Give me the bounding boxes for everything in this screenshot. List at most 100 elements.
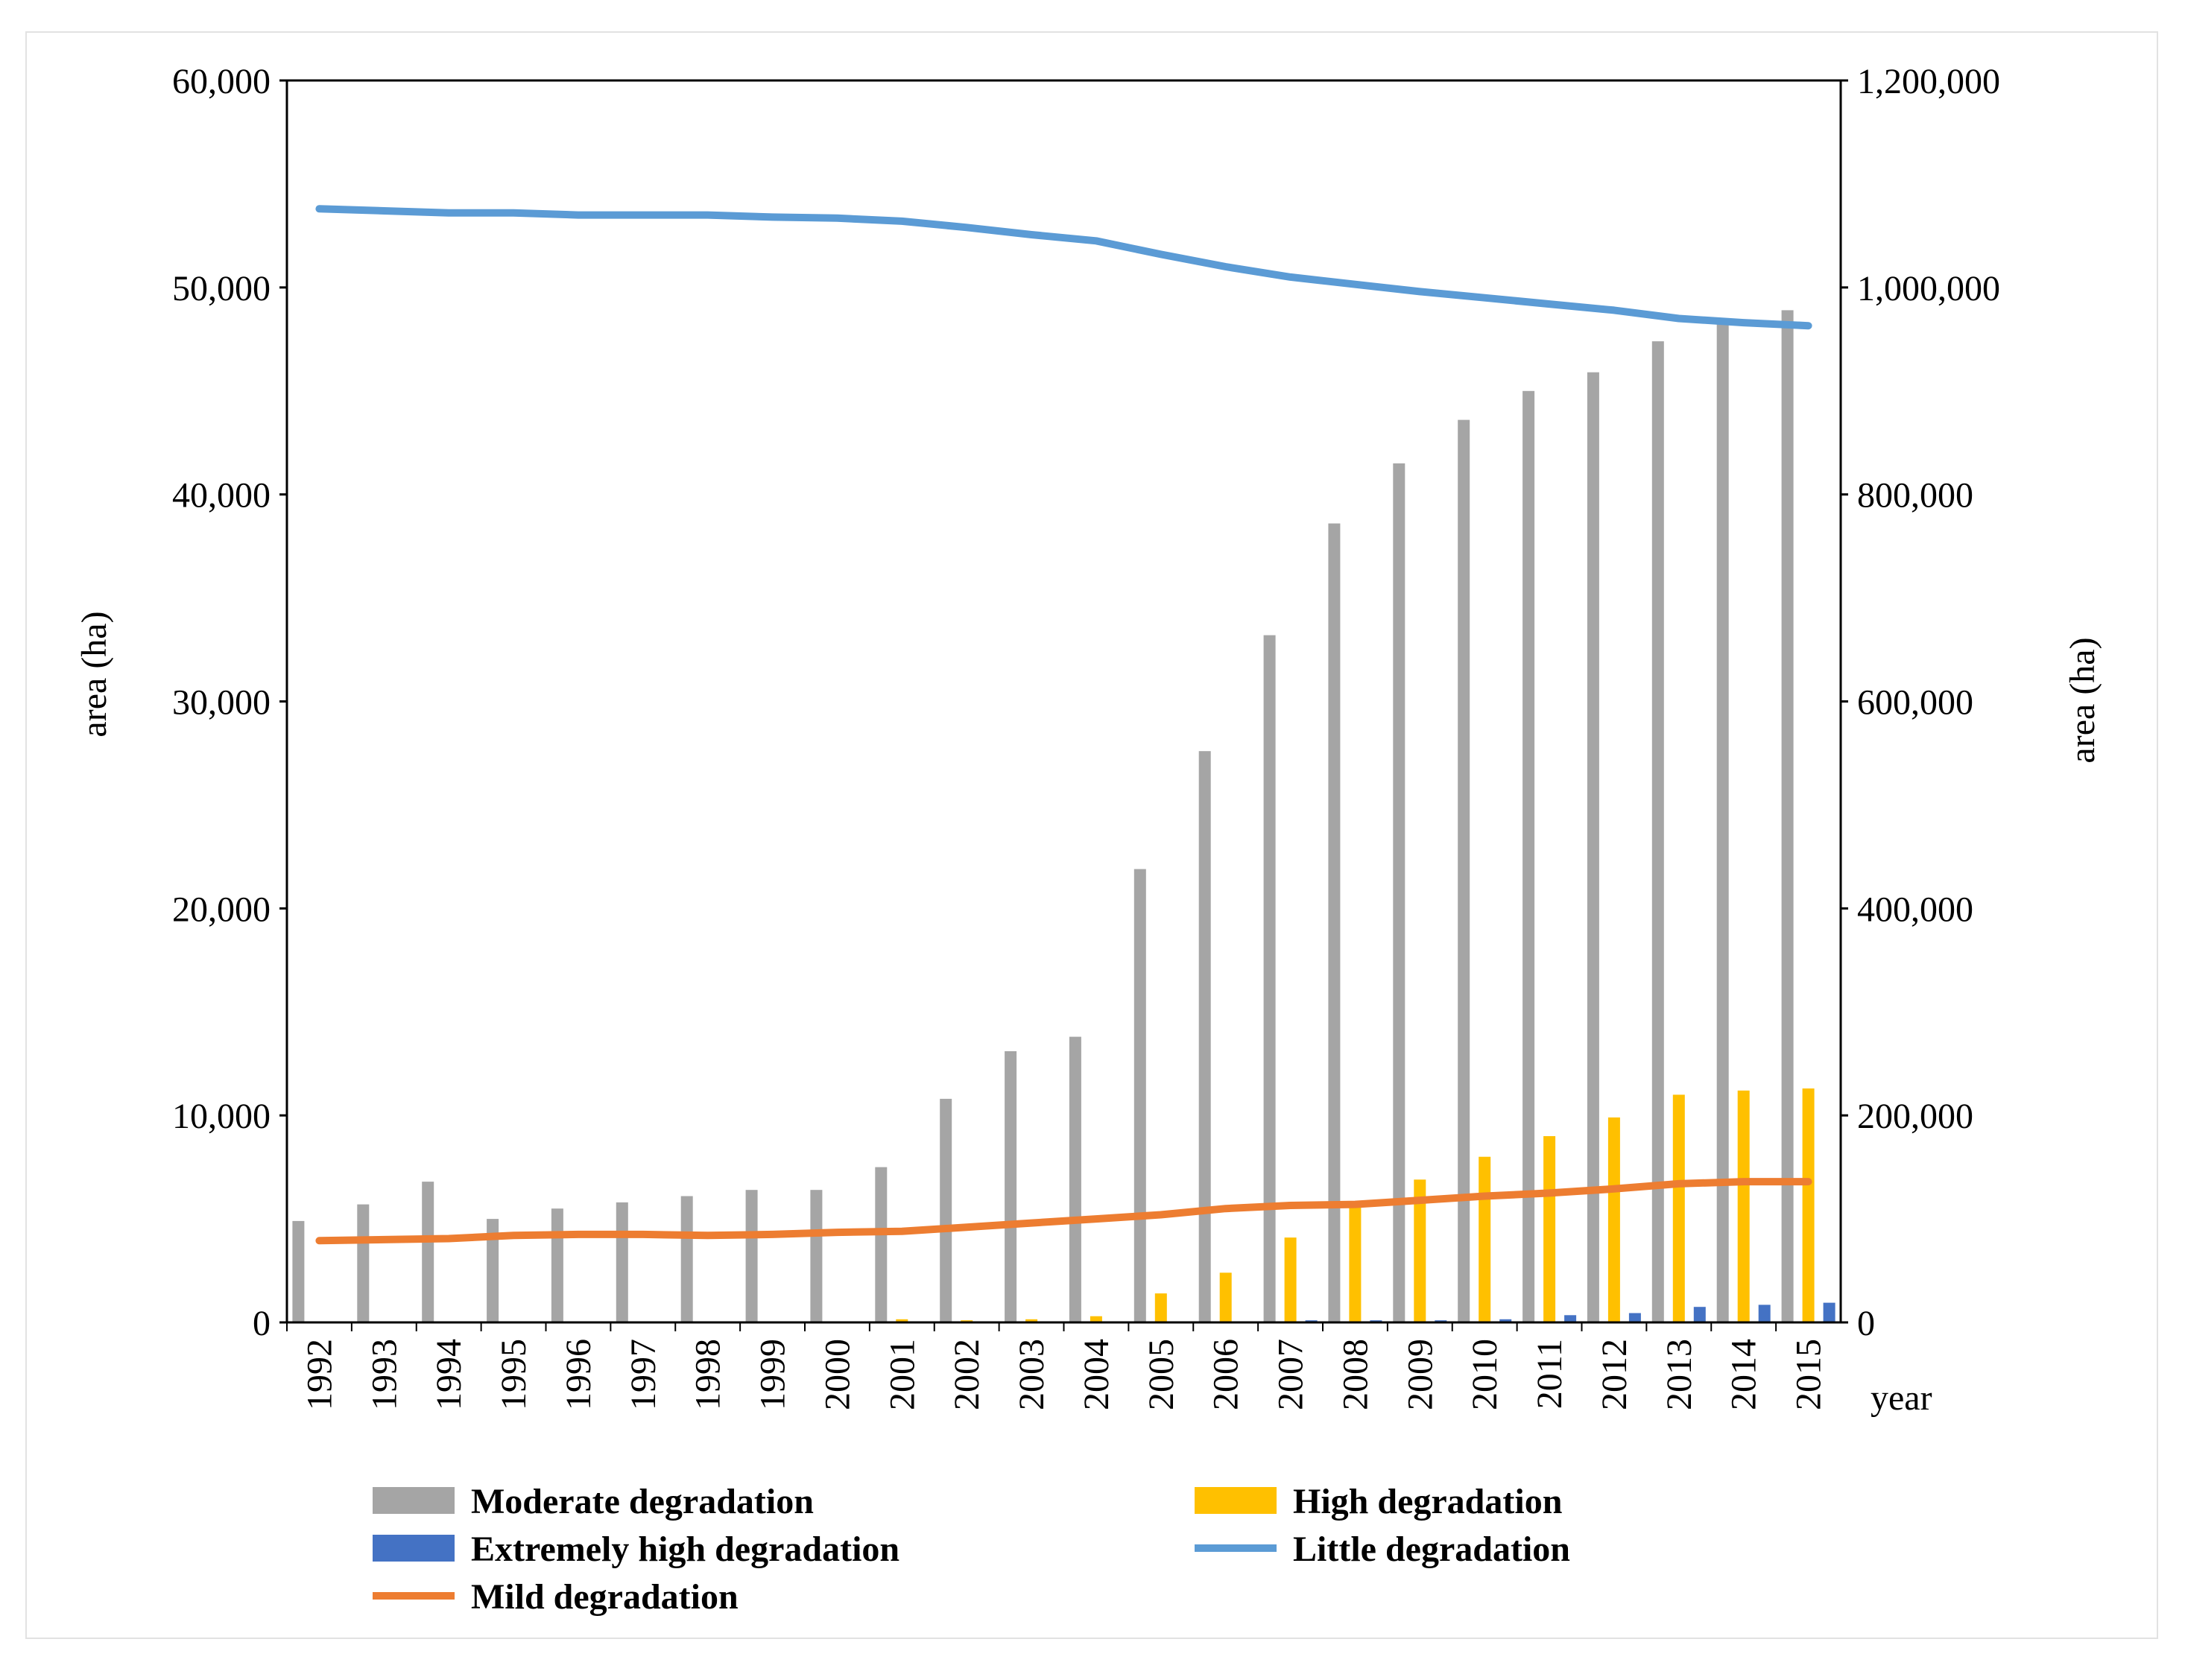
x-tick-label: 2005 (1142, 1339, 1181, 1410)
bar-high-degradation-2006 (1219, 1272, 1232, 1322)
y-tick-label-left: 20,000 (172, 890, 271, 929)
x-tick-label: 2001 (882, 1339, 922, 1410)
bar-moderate-degradation-1995 (487, 1219, 499, 1322)
x-tick-label: 2007 (1271, 1339, 1311, 1410)
legend-label-moderate: Moderate degradation (471, 1482, 814, 1521)
x-tick-label: 1998 (689, 1339, 728, 1410)
x-tick-label: 2015 (1789, 1339, 1829, 1410)
bar-moderate-degradation-2012 (1587, 372, 1599, 1323)
bar-moderate-degradation-2001 (875, 1167, 888, 1322)
y-tick-label-left: 10,000 (172, 1097, 271, 1136)
bar-extremely-high-degradation-2010 (1499, 1319, 1512, 1322)
y-tick-label-right: 1,000,000 (1857, 269, 2000, 308)
x-tick-label: 1996 (559, 1339, 598, 1410)
bar-moderate-degradation-2015 (1781, 310, 1794, 1322)
y-tick-label-right: 600,000 (1857, 683, 1973, 723)
x-tick-label: 2006 (1207, 1339, 1246, 1410)
bar-moderate-degradation-2011 (1522, 390, 1535, 1323)
bar-moderate-degradation-1996 (551, 1208, 563, 1322)
chart-frame (25, 31, 2158, 1639)
legend: Moderate degradation High degradation Ex… (373, 1482, 1570, 1617)
bar-high-degradation-2008 (1349, 1202, 1362, 1322)
line-layer (315, 205, 1812, 1245)
legend-label-mild: Mild degradation (471, 1577, 739, 1617)
bar-moderate-degradation-2014 (1716, 323, 1729, 1323)
bar-high-degradation-2003 (1025, 1319, 1038, 1322)
y-tick-label-right: 0 (1857, 1304, 1875, 1343)
x-tick-label: 2010 (1465, 1339, 1505, 1410)
x-tick-label: 2004 (1077, 1339, 1116, 1410)
bar-high-degradation-2004 (1090, 1316, 1102, 1322)
bar-extremely-high-degradation-2011 (1564, 1315, 1577, 1322)
line-mild-degradation (315, 1178, 1812, 1245)
x-tick-label: 2002 (947, 1339, 987, 1410)
x-axis-title: year (1871, 1378, 1932, 1418)
legend-label-high: High degradation (1293, 1482, 1562, 1521)
legend-label-extreme: Extremely high degradation (471, 1530, 899, 1569)
bar-moderate-degradation-2008 (1328, 523, 1341, 1322)
axes-layer (279, 79, 1848, 1331)
x-tick-label: 2012 (1595, 1339, 1634, 1410)
y-tick-label-left: 40,000 (172, 476, 271, 516)
bar-moderate-degradation-1998 (680, 1196, 693, 1322)
y-axis-title-right: area (ha) (2063, 637, 2102, 763)
bar-moderate-degradation-1997 (616, 1202, 628, 1322)
bar-moderate-degradation-2010 (1458, 419, 1470, 1322)
x-tick-label: 1997 (624, 1339, 663, 1410)
bar-moderate-degradation-1999 (745, 1190, 758, 1322)
bar-high-degradation-2005 (1154, 1293, 1167, 1322)
y-tick-label-left: 0 (253, 1304, 271, 1343)
bar-moderate-degradation-2006 (1198, 751, 1211, 1322)
bar-extremely-high-degradation-2014 (1758, 1305, 1771, 1322)
tick-label-layer: 0 10,000 20,000 30,000 40,000 50,000 60,000 0 20… (172, 62, 2000, 1410)
line-little-degradation (315, 205, 1812, 330)
bar-high-degradation-2015 (1802, 1088, 1815, 1322)
x-tick-label: 2013 (1660, 1339, 1699, 1410)
bar-moderate-degradation-2005 (1133, 869, 1146, 1322)
bar-extremely-high-degradation-2012 (1628, 1313, 1641, 1322)
bar-layer (292, 310, 1835, 1323)
bar-high-degradation-2013 (1672, 1094, 1685, 1322)
y-tick-label-left: 60,000 (172, 62, 271, 101)
y-tick-label-left: 30,000 (172, 683, 271, 723)
bar-high-degradation-2010 (1479, 1156, 1491, 1322)
bar-high-degradation-2012 (1607, 1117, 1620, 1322)
bar-moderate-degradation-2007 (1263, 635, 1276, 1322)
bar-moderate-degradation-2002 (940, 1098, 952, 1322)
legend-swatch-moderate (373, 1487, 455, 1514)
y-axis-title-left: area (ha) (75, 611, 114, 737)
x-tick-label: 2014 (1724, 1339, 1764, 1410)
bar-moderate-degradation-1993 (357, 1204, 370, 1322)
x-tick-label: 1994 (429, 1339, 469, 1410)
y-tick-label-right: 800,000 (1857, 476, 1973, 516)
y-tick-label-left: 50,000 (172, 269, 271, 308)
bar-moderate-degradation-2013 (1651, 341, 1664, 1323)
bar-high-degradation-2014 (1737, 1090, 1750, 1322)
x-tick-label: 1995 (494, 1339, 534, 1410)
bar-moderate-degradation-2004 (1069, 1036, 1081, 1322)
legend-swatch-extreme (373, 1535, 455, 1562)
x-tick-label: 2008 (1335, 1339, 1375, 1410)
x-tick-label: 2011 (1530, 1339, 1569, 1409)
x-tick-label: 2009 (1400, 1339, 1440, 1410)
y-tick-label-right: 400,000 (1857, 890, 1973, 929)
y-tick-label-right: 1,200,000 (1857, 62, 2000, 101)
y-tick-label-right: 200,000 (1857, 1097, 1973, 1136)
x-tick-label: 1993 (364, 1339, 404, 1410)
bar-high-degradation-2009 (1414, 1179, 1426, 1322)
x-tick-label: 2003 (1012, 1339, 1052, 1410)
bar-moderate-degradation-2009 (1393, 463, 1405, 1322)
x-tick-label: 1999 (753, 1339, 793, 1410)
bar-high-degradation-2011 (1543, 1136, 1556, 1322)
bar-high-degradation-2007 (1284, 1237, 1297, 1322)
x-tick-label: 1992 (300, 1339, 339, 1410)
bar-extremely-high-degradation-2015 (1823, 1302, 1835, 1322)
legend-label-little: Little degradation (1293, 1530, 1570, 1569)
bar-moderate-degradation-2000 (810, 1190, 823, 1322)
x-tick-label: 2000 (818, 1339, 857, 1410)
bar-extremely-high-degradation-2013 (1693, 1307, 1706, 1322)
legend-swatch-high (1195, 1487, 1277, 1514)
bar-moderate-degradation-2003 (1005, 1051, 1017, 1322)
bar-moderate-degradation-1994 (422, 1182, 434, 1322)
